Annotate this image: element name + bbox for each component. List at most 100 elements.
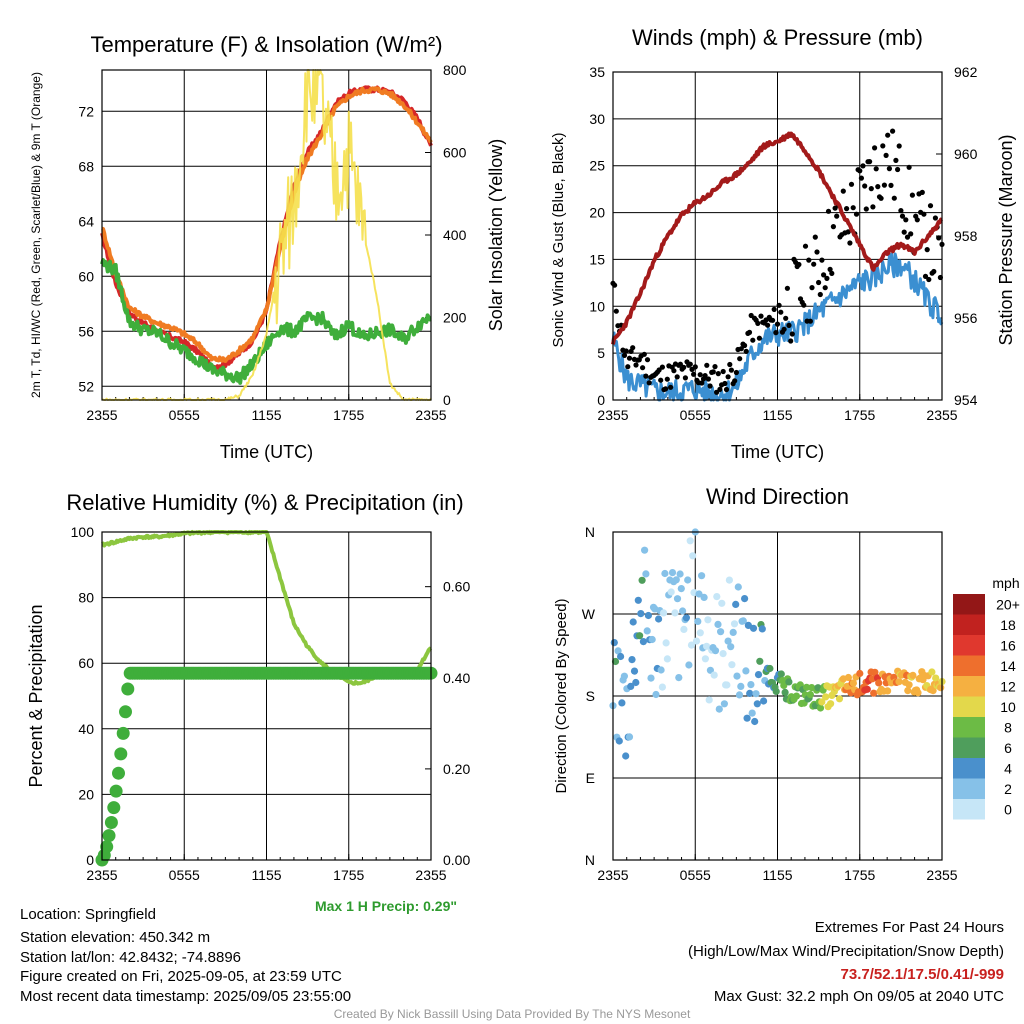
x-tick-label: 0555 [680,867,711,883]
y-tick-label: 80 [78,590,94,606]
y2-tick-label: 956 [954,310,978,326]
gust-point [921,211,927,217]
x-tick-label: 2355 [415,867,446,883]
direction-point [658,683,667,691]
gust-point [796,261,802,268]
gust-point [630,345,636,351]
gust-point [733,369,740,376]
gust-point [704,362,710,368]
direction-point [844,673,853,682]
gust-point [682,375,689,381]
direction-point [628,656,636,664]
gust-point [738,346,744,352]
precip-point [121,682,135,696]
direction-point [895,678,903,686]
direction-point [728,661,736,669]
x-tick-label: 1155 [762,407,792,423]
gust-point [742,342,748,349]
gust-point [625,364,631,370]
gust-point [903,217,909,223]
x-tick-label: 1155 [762,867,792,883]
x-tick-label: 2355 [86,867,117,883]
y2-tick-label: 960 [954,146,978,162]
gust-point [862,183,868,189]
gust-point [809,285,815,291]
y-tick-label: 52 [78,378,94,394]
gust-point [853,211,860,217]
direction-point [777,670,785,678]
direction-point [732,600,740,609]
gust-point [872,145,878,151]
gust-point [821,272,827,278]
direction-point [706,666,715,674]
precip-point [116,726,130,740]
gust-point [844,206,850,212]
gust-point [723,386,730,393]
direction-point [703,642,711,650]
direction-point [637,610,645,618]
x-tick-label: 2355 [926,867,957,883]
y2-tick-label: 200 [443,310,467,326]
gust-point [712,364,718,370]
direction-point [714,620,722,629]
direction-point [742,667,750,675]
legend-color-swatch [953,635,985,656]
x-tick-label: 1155 [251,407,281,423]
direction-point [727,643,735,651]
direction-point [863,685,871,693]
gust-point [687,361,693,367]
gust-point [827,266,833,272]
legend-label: 4 [1004,760,1012,776]
x-tick-label: 2355 [597,867,628,883]
gust-point [898,208,904,214]
gust-point [845,229,851,235]
direction-point [710,671,718,679]
direction-point [686,537,694,545]
gust-point [621,352,628,358]
gust-point [878,195,884,201]
gust-point [814,249,820,255]
y-tick-label: 5 [597,345,605,361]
direction-point [632,678,640,687]
gust-point [895,166,901,173]
elevation-text: Station elevation: 450.342 m [20,929,211,946]
precip-point [114,747,128,761]
direction-point [715,705,723,713]
direction-point [884,687,892,695]
gust-point [746,329,753,335]
y-tick-label: 20 [78,786,94,802]
legend-title: mph [992,575,1019,591]
precip-point [104,816,118,829]
gust-point [771,306,777,312]
direction-point [730,620,739,628]
gust-point [830,224,837,230]
gust-point [863,206,869,212]
x-axis-label: Time (UTC) [220,442,313,462]
direction-point [905,681,913,689]
y2-tick-label: 0 [443,392,451,408]
y-axis-label: Percent & Precipitation [26,604,46,787]
direction-point [630,667,639,675]
legend-label: 8 [1004,719,1012,735]
precip-point [112,766,125,780]
direction-point [615,737,623,745]
direction-point [642,570,650,578]
x-tick-label: 0555 [169,407,200,423]
y-tick-label: 64 [78,213,94,229]
gust-point [783,315,789,321]
gust-point [919,189,925,195]
gust-point [883,152,889,158]
y-tick-label: 20 [589,205,605,221]
gust-point [802,243,809,249]
gust-point [904,234,911,240]
direction-point [692,637,701,645]
created-text: Figure created on Fri, 2025-09-05, at 23… [20,968,342,985]
direction-point [660,609,668,617]
gust-point [817,291,823,298]
y-tick-label: 25 [589,158,605,174]
chart-title: Winds (mph) & Pressure (mb) [632,25,923,50]
direction-point [682,614,691,622]
gust-point [774,321,781,327]
gust-point [860,163,866,169]
direction-point [780,681,788,690]
